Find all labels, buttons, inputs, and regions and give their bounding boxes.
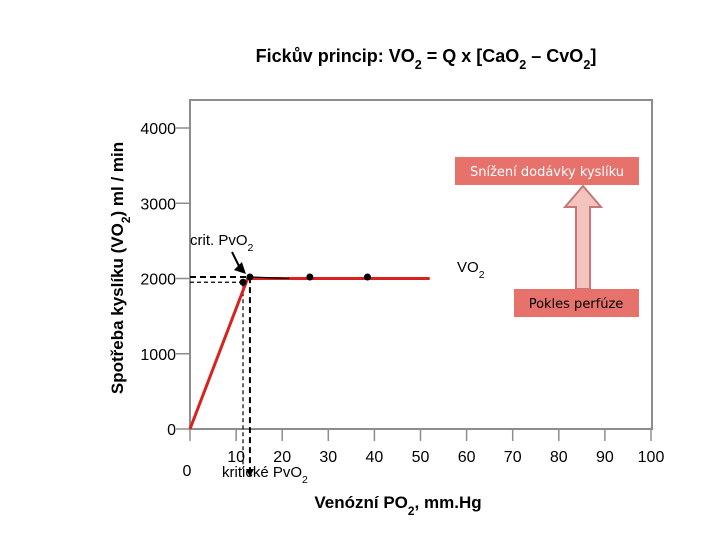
x-axis-label: Venózní PO2, mm.Hg [314, 493, 481, 518]
x-tick-label-zero: 0 [183, 463, 192, 480]
box-perfusion-drop-text: Pokles perfúze [529, 297, 624, 312]
data-point [239, 278, 247, 286]
chart-title: Fickův princip: VO2 = Q x [CaO2 – CvO2] [256, 46, 597, 72]
data-point [306, 273, 314, 281]
y-tick-label: 3000 [140, 196, 176, 213]
crit-arrow [231, 251, 246, 274]
critical-pvo2-label: kritické PvO2 [222, 464, 308, 486]
series-line-vo2 [188, 277, 430, 430]
y-axis-label: Spotřeba kyslíku (VO2) ml / min [108, 142, 133, 394]
x-tick-label: 20 [273, 449, 291, 466]
crit-pvo2-label: crit. PvO2 [190, 232, 254, 254]
box-decrease-delivery-text: Snížení dodávky kyslíku [470, 165, 624, 180]
secondary-line [249, 276, 290, 280]
series-label-vo2: VO2 [457, 259, 485, 281]
points-group [239, 273, 371, 286]
up-arrow [562, 184, 604, 290]
x-tick-label: 90 [596, 449, 614, 466]
x-tick-label: 30 [319, 449, 337, 466]
critical-guide-upper [190, 275, 251, 469]
x-tick-label: 80 [550, 449, 568, 466]
box-decrease-delivery [455, 157, 639, 185]
data-point [363, 273, 371, 281]
x-axis: 10 20 30 40 50 60 70 80 90 100 0 [183, 429, 665, 480]
x-tick-label: 70 [504, 449, 522, 466]
y-axis: 0 1000 2000 3000 4000 [140, 121, 190, 439]
x-tick-label: 10 [227, 449, 245, 466]
y-tick-label: 0 [167, 422, 176, 439]
box-perfusion-drop [514, 289, 639, 317]
critical-guide-arrowhead [245, 469, 254, 477]
crit-arrow-head [233, 261, 246, 274]
series-group [188, 276, 430, 430]
y-tick-label: 1000 [140, 347, 176, 364]
x-tick-label: 100 [638, 449, 665, 466]
critical-guides [190, 275, 254, 477]
x-tick-label: 50 [412, 449, 430, 466]
data-point [246, 273, 254, 281]
y-tick-label: 2000 [140, 272, 176, 289]
y-tick-label: 4000 [140, 121, 176, 138]
critical-guide-lower [190, 281, 244, 469]
x-tick-label: 40 [366, 449, 384, 466]
x-tick-label: 60 [458, 449, 476, 466]
